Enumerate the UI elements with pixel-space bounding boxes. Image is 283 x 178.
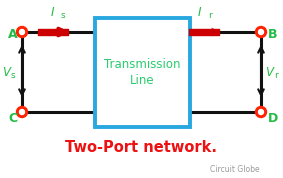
FancyBboxPatch shape (95, 18, 190, 127)
Text: A: A (8, 28, 18, 41)
Circle shape (20, 109, 25, 114)
Text: D: D (268, 111, 278, 124)
Text: r: r (274, 72, 278, 80)
Text: Transmission
Line: Transmission Line (104, 59, 181, 87)
Text: I: I (50, 7, 54, 20)
Circle shape (16, 106, 27, 117)
Text: s: s (11, 72, 16, 80)
Text: I: I (197, 7, 201, 20)
Circle shape (258, 30, 263, 35)
Text: C: C (8, 111, 17, 124)
Text: B: B (268, 28, 278, 41)
Text: Two-Port network.: Two-Port network. (65, 140, 217, 156)
Text: Circuit Globe: Circuit Globe (210, 166, 260, 174)
Text: s: s (61, 12, 66, 20)
Circle shape (256, 27, 267, 38)
Circle shape (16, 27, 27, 38)
Circle shape (20, 30, 25, 35)
Text: V: V (2, 66, 10, 78)
Circle shape (256, 106, 267, 117)
Circle shape (258, 109, 263, 114)
Text: r: r (208, 12, 212, 20)
Text: V: V (265, 66, 273, 78)
